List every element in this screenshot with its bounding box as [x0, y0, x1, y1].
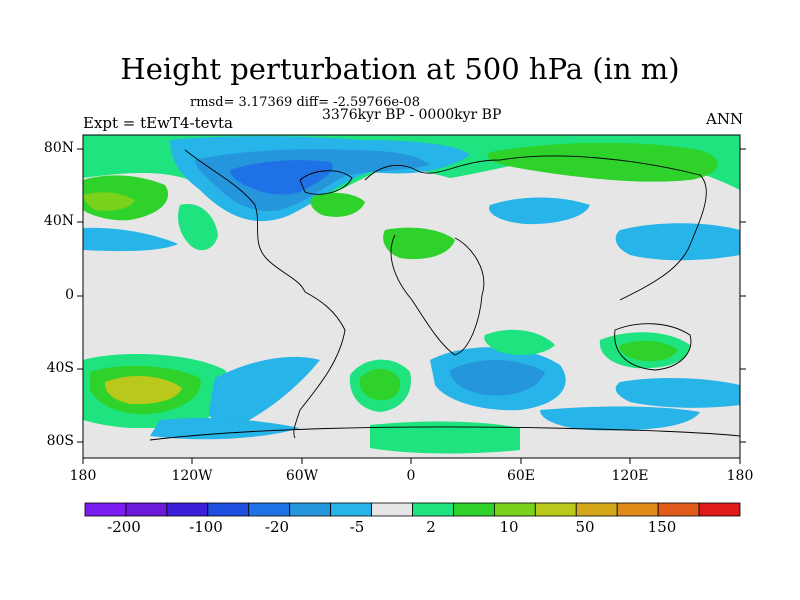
colorbar-label: 150	[647, 518, 677, 536]
contour-blue-sio	[450, 360, 545, 396]
colorbar-box	[207, 502, 250, 517]
colorbar-box	[84, 502, 127, 517]
contour-lightblue-npac	[83, 227, 178, 252]
colorbar-box	[248, 502, 291, 517]
lat-tick-label: 40S	[46, 360, 74, 376]
contour-green-antarctic-east	[370, 421, 520, 454]
colorbar-label: 2	[426, 518, 436, 536]
coast-antarctica	[149, 426, 740, 441]
lat-tick-label: 80N	[43, 140, 74, 156]
contour-darkblue-arctic	[230, 160, 333, 195]
lon-tick-label: 0	[406, 468, 416, 484]
contour-green2-australia	[619, 340, 678, 362]
contour-yellow-south-pacific	[104, 376, 182, 405]
contour-green-nepac	[178, 204, 218, 251]
contour-lime-pacific-north	[83, 192, 135, 211]
lon-tick-label: 60W	[285, 468, 319, 484]
contour-green2-satl	[359, 368, 401, 401]
colorbar-label: -200	[107, 518, 141, 536]
colorbar-box	[330, 502, 372, 517]
colorbar-box	[698, 502, 741, 517]
lon-tick-label: 180	[726, 468, 754, 484]
contour-lightblue-antarctic-west	[150, 417, 300, 440]
contour-green-atlantic	[310, 192, 365, 217]
map-ticks	[77, 148, 746, 464]
colorbar-box	[166, 502, 209, 517]
colorbar-box	[412, 502, 454, 517]
contour-lightblue-sam	[209, 356, 320, 427]
coast-australia	[614, 323, 692, 371]
colorbar-box	[453, 502, 495, 517]
colorbar-label: -20	[264, 518, 290, 536]
colorbar-label: 50	[575, 518, 595, 536]
lon-tick-label: 120W	[171, 468, 213, 484]
colorbar-box	[616, 502, 659, 517]
colorbar-box	[657, 502, 700, 517]
colorbar	[84, 502, 741, 517]
contour-lightblue-npac-east	[615, 223, 740, 261]
lon-tick-label: 60E	[506, 468, 536, 484]
stats-text: rmsd= 3.17369 diff= -2.59766e-08	[190, 95, 420, 110]
contour-lightblue-antarctic-indian	[540, 406, 700, 431]
colorbar-label: -5	[349, 518, 365, 536]
coast-north-america	[184, 149, 306, 293]
colorbar-box	[534, 502, 577, 517]
contour-green-sio-north	[484, 329, 555, 356]
colorbar-box	[289, 502, 332, 517]
colorbar-label: 10	[499, 518, 519, 536]
contour-lightblue-spac-east	[615, 378, 740, 408]
colorbar-box	[493, 502, 536, 517]
season-label: ANN	[706, 110, 744, 128]
period-text: 3376kyr BP - 0000kyr BP	[322, 107, 502, 123]
map-field	[83, 135, 740, 458]
map-title: Height perturbation at 500 hPa (in m)	[120, 52, 680, 86]
coast-south-america	[293, 291, 346, 439]
contour-green-mediterranean	[383, 227, 455, 260]
coast-africa	[390, 234, 485, 356]
coastlines	[149, 149, 740, 441]
lon-tick-label: 180	[69, 468, 97, 484]
coast-eurasia	[364, 155, 707, 301]
colorbar-box	[125, 502, 168, 517]
colorbar-box	[575, 502, 618, 517]
colorbar-label: -100	[189, 518, 223, 536]
contour-lightblue-asia	[489, 197, 590, 225]
coast-greenland	[299, 170, 353, 195]
lat-tick-label: 40N	[43, 213, 74, 229]
lat-tick-label: 80S	[46, 433, 74, 449]
lat-tick-label: 0	[65, 287, 74, 303]
lon-tick-label: 120E	[611, 468, 649, 484]
contour-green-siberia	[487, 142, 719, 182]
colorbar-box	[371, 502, 413, 517]
experiment-label: Expt = tEwT4-tevta	[83, 114, 233, 132]
